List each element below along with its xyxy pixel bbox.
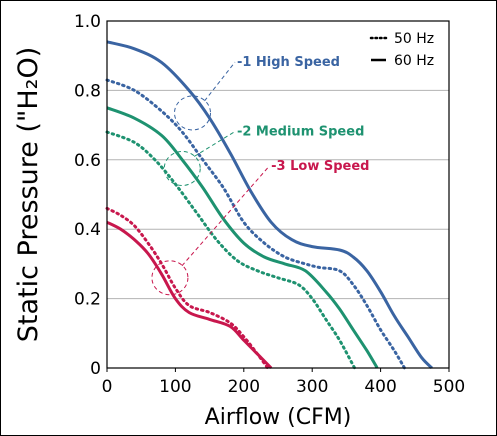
callout-circle-2-medium-speed (163, 150, 201, 186)
callout-leader-1-high-speed (204, 61, 236, 102)
curve-1-high-speed-60hz (106, 40, 433, 370)
y-tick-label-0.4: 0.4 (74, 220, 101, 240)
x-tick-label-0: 0 (102, 377, 113, 397)
curve-2-medium-speed-60hz (106, 106, 379, 369)
curve-1-high-speed-50hz (105, 78, 406, 370)
callout-leader-2-medium-speed (193, 131, 236, 157)
legend-label-50hz: 50 Hz (394, 31, 434, 47)
y-tick-label-0.8: 0.8 (74, 81, 101, 101)
y-tick-label-0.6: 0.6 (74, 151, 101, 171)
legend-label-60hz: 60 Hz (394, 53, 434, 69)
y-tick-label-0: 0 (90, 359, 101, 379)
y-axis-title: Static Pressure ("H₂O) (13, 47, 44, 343)
curve-3-low-speed-60hz (106, 220, 273, 370)
callout-circle-3-low-speed (151, 260, 189, 296)
callout-circle-1-high-speed (174, 95, 211, 131)
x-tick-label-100: 100 (159, 377, 191, 397)
callout-label-3-low-speed: -3 Low Speed (271, 159, 369, 174)
callout-leader-3-low-speed (181, 165, 270, 267)
performance-curves (105, 40, 433, 370)
annotations: -1 High Speed -2 Medium Speed -3 Low Speed (151, 55, 369, 296)
x-axis-title: Airflow (CFM) (205, 405, 352, 430)
callout-label-2-medium-speed: -2 Medium Speed (237, 125, 364, 140)
curve-3-low-speed-50hz (105, 206, 270, 370)
x-tick-label-200: 200 (228, 377, 260, 397)
axes: 0 0.2 0.4 0.6 0.8 1.0 0 100 200 300 400 500 Airflow … (13, 12, 465, 430)
x-tick-label-400: 400 (364, 377, 396, 397)
y-tick-label-1.0: 1.0 (74, 12, 101, 32)
grid-lines (107, 89, 449, 300)
legend: 50 Hz 60 Hz (369, 31, 434, 69)
curve-2-medium-speed-50hz (105, 130, 357, 370)
x-tick-label-500: 500 (433, 377, 465, 397)
plot-frame (106, 20, 450, 369)
y-tick-label-0.2: 0.2 (74, 290, 101, 310)
x-tick-label-300: 300 (296, 377, 328, 397)
callout-label-1-high-speed: -1 High Speed (237, 55, 340, 70)
